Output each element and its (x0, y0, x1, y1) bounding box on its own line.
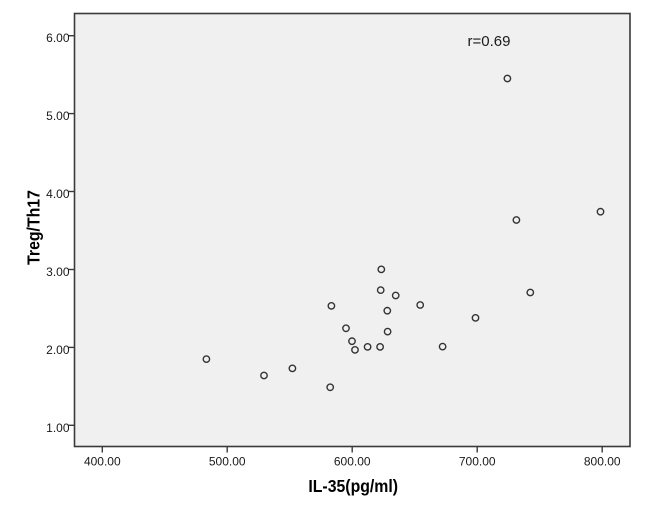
svg-text:3.00: 3.00 (46, 265, 70, 279)
svg-text:400.00: 400.00 (84, 455, 121, 469)
svg-text:2.00: 2.00 (46, 343, 70, 357)
svg-text:IL-35(pg/ml): IL-35(pg/ml) (308, 476, 398, 496)
svg-text:r=0.69: r=0.69 (468, 33, 511, 50)
svg-text:5.00: 5.00 (46, 109, 70, 123)
svg-text:500.00: 500.00 (209, 455, 246, 469)
svg-text:600.00: 600.00 (334, 455, 371, 469)
svg-text:700.00: 700.00 (459, 455, 496, 469)
svg-text:Treg/Th17: Treg/Th17 (24, 190, 44, 265)
svg-text:1.00: 1.00 (46, 421, 70, 435)
svg-text:4.00: 4.00 (46, 187, 70, 201)
svg-text:6.00: 6.00 (46, 31, 70, 45)
svg-text:800.00: 800.00 (584, 455, 621, 469)
